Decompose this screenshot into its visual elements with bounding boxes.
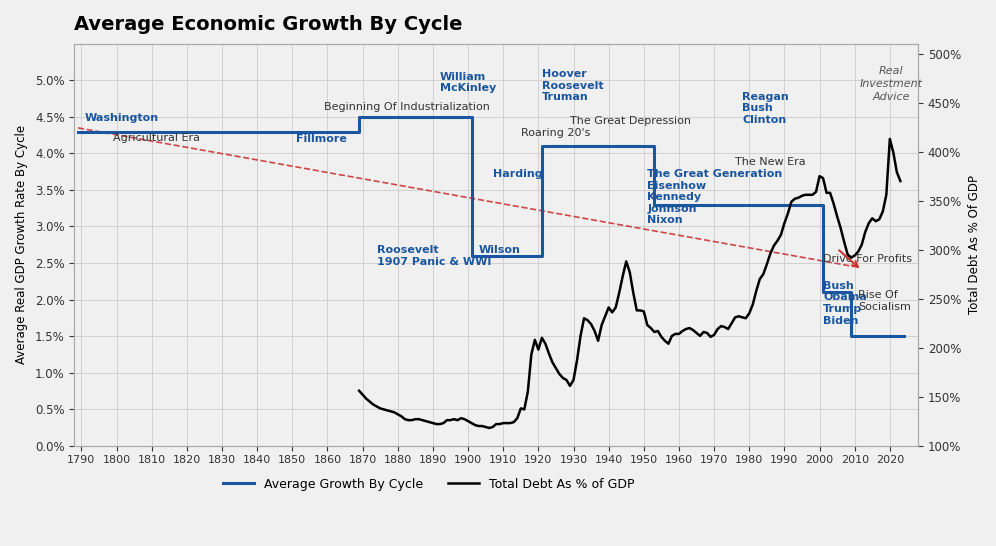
Text: Fillmore: Fillmore (296, 134, 347, 144)
Text: Washington: Washington (85, 114, 159, 123)
Text: Rise Of
Socialism: Rise Of Socialism (859, 290, 911, 312)
Text: Real
Investment
Advice: Real Investment Advice (860, 66, 923, 102)
Y-axis label: Total Debt As % Of GDP: Total Debt As % Of GDP (968, 175, 981, 314)
Text: Average Economic Growth By Cycle: Average Economic Growth By Cycle (75, 15, 463, 34)
Text: The Great Generation
Eisenhow
Kennedy
Johnson
Nixon: The Great Generation Eisenhow Kennedy Jo… (647, 169, 783, 225)
Text: William
McKinley: William McKinley (440, 72, 496, 93)
Text: Harding: Harding (493, 169, 542, 179)
Text: Wilson: Wilson (479, 245, 521, 255)
Y-axis label: Average Real GDP Growth Rate By Cycle: Average Real GDP Growth Rate By Cycle (15, 125, 28, 364)
Text: Agricultural Era: Agricultural Era (114, 133, 200, 143)
Text: Hoover
Roosevelt
Truman: Hoover Roosevelt Truman (542, 69, 604, 102)
Text: Bush
Obama
Trump
Biden: Bush Obama Trump Biden (823, 281, 867, 325)
Text: Reagan
Bush
Clinton: Reagan Bush Clinton (742, 92, 789, 125)
Text: Roosevelt
1907 Panic & WWI: Roosevelt 1907 Panic & WWI (376, 245, 491, 266)
Text: The Great Depression: The Great Depression (570, 116, 691, 126)
Text: The New Era: The New Era (735, 157, 806, 167)
Text: Beginning Of Industrialization: Beginning Of Industrialization (324, 102, 490, 112)
Legend: Average Growth By Cycle, Total Debt As % of GDP: Average Growth By Cycle, Total Debt As %… (218, 473, 639, 496)
Text: Roaring 20's: Roaring 20's (521, 128, 591, 138)
Text: Drive For Profits: Drive For Profits (823, 254, 912, 264)
